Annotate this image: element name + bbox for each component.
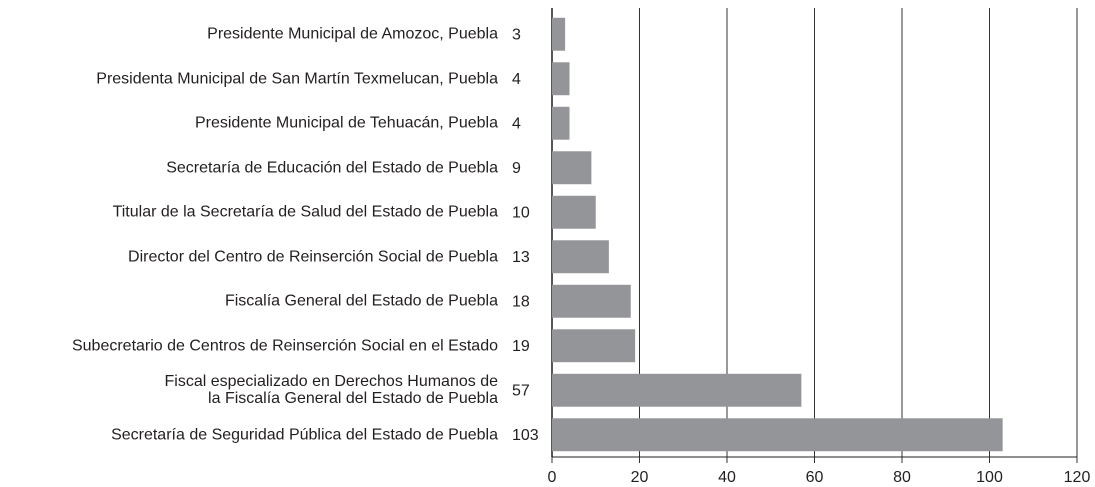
x-tick-label: 100 (976, 469, 1003, 486)
bar (552, 151, 592, 185)
x-tick-label: 40 (718, 469, 736, 486)
category-label: Titular de la Secretaría de Salud del Es… (112, 203, 498, 221)
category-label: Fiscalía General del Estado de Puebla (224, 292, 498, 310)
bar (552, 17, 566, 51)
value-label: 9 (512, 160, 521, 177)
bar (552, 62, 570, 96)
category-label: Subecretario de Centros de Reinserción S… (71, 337, 498, 355)
bar (552, 106, 570, 140)
category-label: Presidente Municipal de Amozoc, Puebla (207, 25, 498, 43)
x-tick-label: 120 (1064, 469, 1091, 486)
bar (552, 329, 636, 363)
bar (552, 284, 631, 318)
category-label: Secretaría de Educación del Estado de Pu… (166, 159, 498, 177)
category-label: Director del Centro de Reinserción Socia… (128, 248, 498, 266)
x-tick-label: 80 (893, 469, 911, 486)
x-tick-label: 20 (631, 469, 649, 486)
bar (552, 195, 596, 229)
value-label: 4 (512, 71, 521, 88)
value-label: 10 (512, 204, 530, 221)
bar (552, 418, 1003, 452)
category-label: Fiscal especializado en Derechos Humanos… (164, 373, 498, 408)
value-label: 19 (512, 338, 530, 355)
x-tick-label: 60 (806, 469, 824, 486)
bar (552, 373, 802, 407)
value-label: 4 (512, 115, 521, 132)
category-label: Presidenta Municipal de San Martín Texme… (96, 70, 498, 88)
category-label: Secretaría de Seguridad Pública del Esta… (111, 426, 498, 444)
value-label: 103 (512, 427, 539, 444)
value-label: 57 (512, 382, 530, 399)
value-label: 18 (512, 293, 530, 310)
x-tick-label: 0 (548, 469, 557, 486)
value-label: 13 (512, 249, 530, 266)
value-label: 3 (512, 26, 521, 43)
bar (552, 240, 609, 274)
category-label: Presidente Municipal de Tehuacán, Puebla (194, 114, 498, 132)
